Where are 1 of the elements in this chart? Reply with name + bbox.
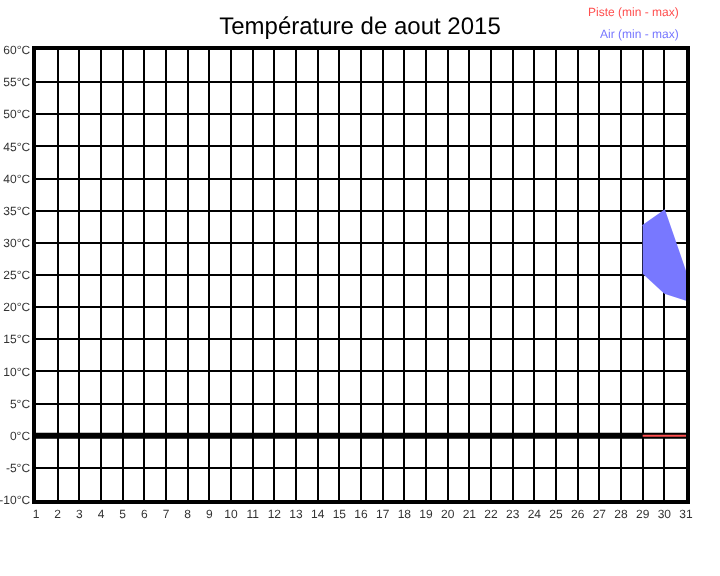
chart-title: Température de aout 2015 <box>219 12 502 41</box>
